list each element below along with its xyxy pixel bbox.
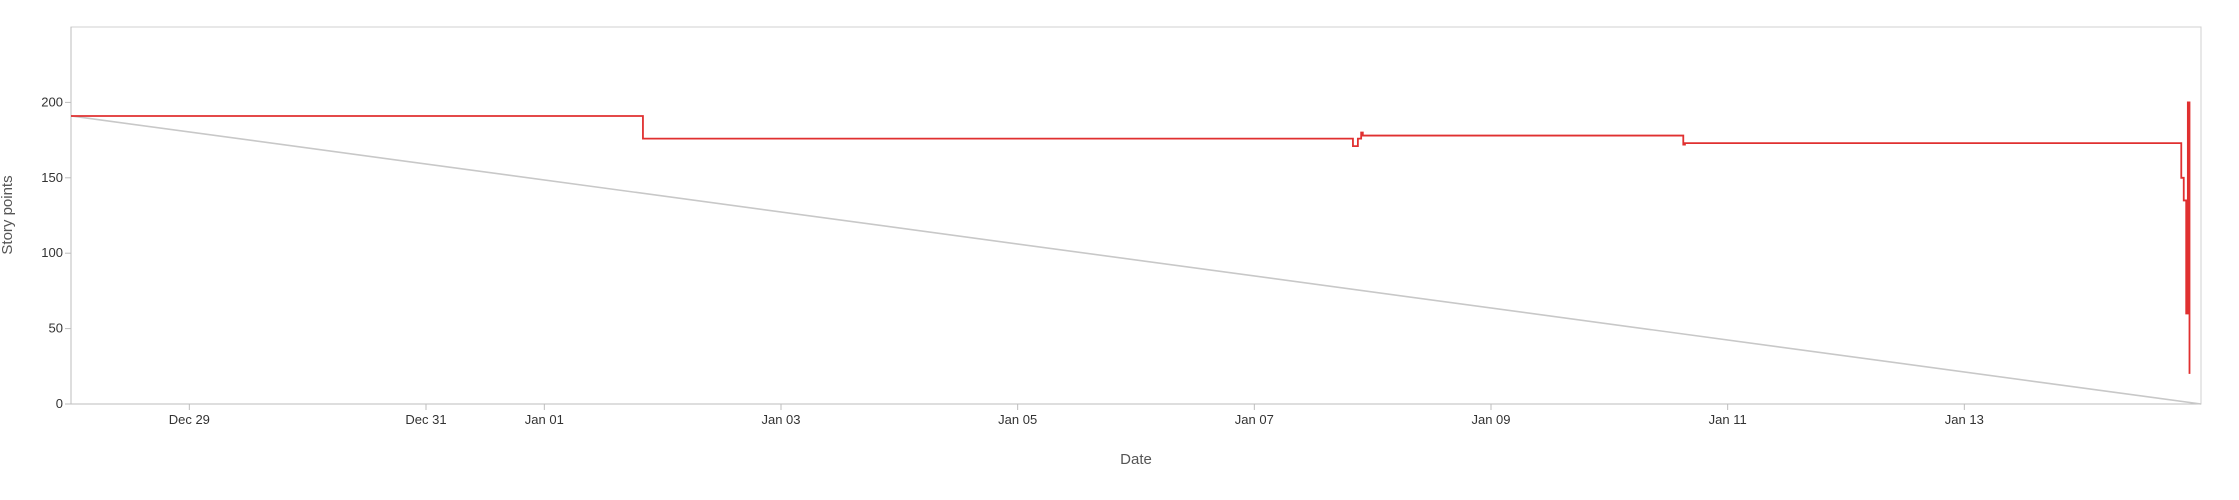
actual-line bbox=[71, 101, 2191, 374]
x-tick-label: Jan 09 bbox=[1471, 412, 1510, 427]
x-tick-label: Jan 01 bbox=[525, 412, 564, 427]
x-axis: Dec 29 Dec 31 Jan 01 Jan 03 Jan 05 Jan 07 Jan … bbox=[71, 403, 2201, 427]
series-layer bbox=[70, 101, 2202, 405]
x-tick-label: Jan 03 bbox=[761, 412, 800, 427]
y-tick-label: 100 bbox=[41, 245, 63, 260]
y-tick-label: 0 bbox=[56, 396, 63, 411]
y-tick-label: 200 bbox=[41, 94, 63, 109]
x-axis-title: Date bbox=[1120, 451, 1152, 468]
x-tick-label: Jan 11 bbox=[1709, 412, 1747, 427]
x-tick-label: Dec 29 bbox=[169, 412, 210, 427]
y-axis-title: Story points bbox=[0, 175, 16, 254]
y-tick-label: 50 bbox=[49, 321, 63, 336]
x-tick-label: Jan 07 bbox=[1235, 412, 1274, 427]
plot-frame bbox=[70, 26, 2202, 405]
x-tick-label: Jan 05 bbox=[998, 412, 1037, 427]
y-axis: 0 50 100 150 200 bbox=[41, 27, 72, 411]
ideal-line bbox=[70, 115, 2202, 405]
x-tick-label: Dec 31 bbox=[405, 412, 446, 427]
y-tick-label: 150 bbox=[41, 170, 63, 185]
x-tick-label: Jan 13 bbox=[1945, 412, 1984, 427]
